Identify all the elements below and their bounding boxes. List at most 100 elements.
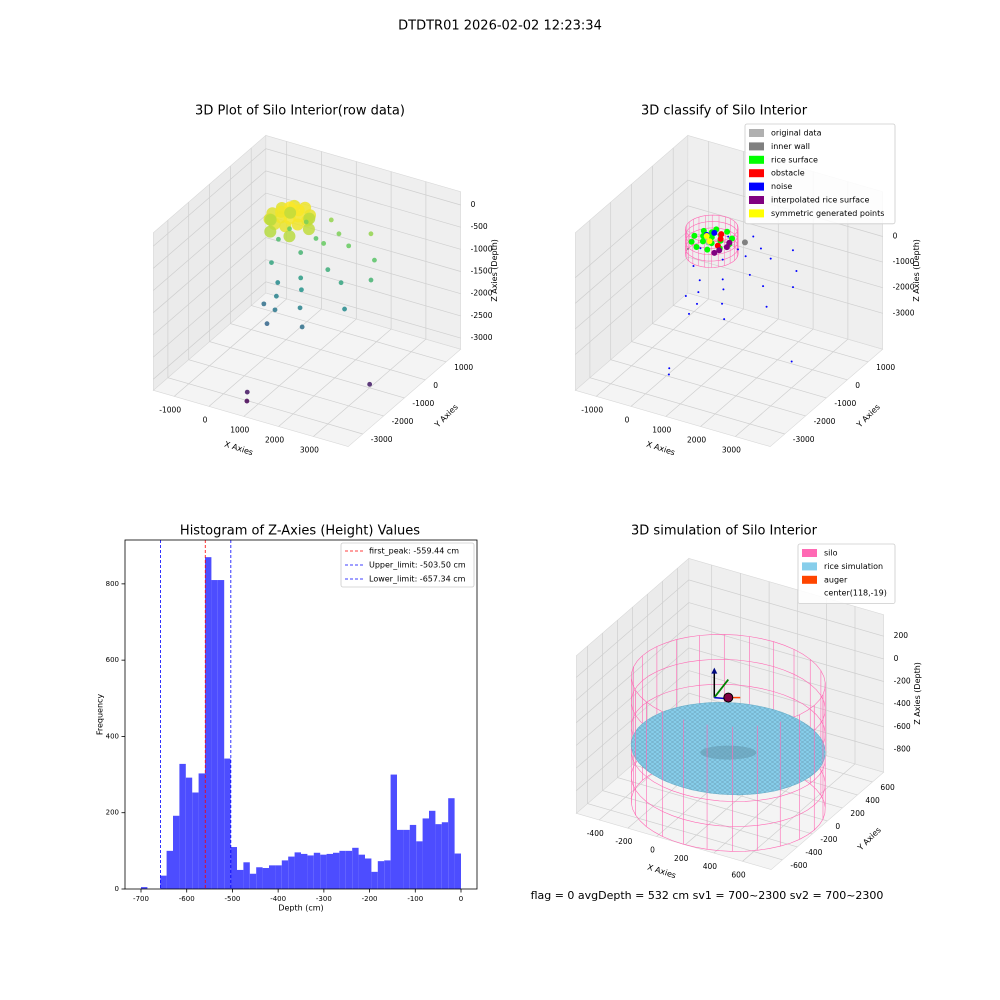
grid-line	[278, 171, 392, 427]
hist-bar	[173, 815, 180, 889]
hist-bar	[243, 862, 250, 889]
hist-bar	[320, 854, 327, 889]
scatter-point	[264, 213, 277, 226]
grid-line	[167, 220, 363, 435]
legend-swatch	[749, 209, 764, 218]
x-tick-label: 1000	[652, 425, 671, 434]
grid-line	[631, 184, 827, 399]
legend-label: rice surface	[771, 155, 818, 164]
z-tick-label: -1000	[471, 244, 493, 253]
hist-bar	[179, 763, 186, 889]
class-point	[699, 247, 702, 250]
scatter-point	[338, 280, 344, 286]
y-tick-label: 0	[433, 381, 438, 390]
hist-bar	[441, 822, 449, 889]
hist-bar	[224, 758, 231, 889]
class-point	[727, 235, 730, 238]
legend-label: interpolated rice surface	[771, 196, 869, 205]
x-tick-label: 2000	[265, 435, 284, 444]
class-point	[692, 264, 695, 267]
axes-frame	[124, 539, 478, 890]
axis-arrow	[713, 679, 729, 699]
grid-line	[153, 281, 461, 380]
legend-label: inner wall	[771, 142, 810, 151]
hist-bar	[435, 824, 442, 889]
grid-line	[575, 205, 883, 304]
scatter-point	[325, 267, 331, 273]
class-point	[718, 231, 725, 238]
scatter-point	[276, 236, 281, 242]
class-point	[721, 302, 724, 305]
hist-bar	[275, 865, 282, 889]
class-point	[695, 302, 698, 305]
scatter-point	[273, 293, 279, 299]
grid-line	[576, 602, 884, 701]
scatter-point	[346, 243, 352, 249]
y-tick-label: 800	[106, 580, 119, 588]
rice-dip	[700, 745, 757, 760]
hist-bar	[333, 852, 340, 889]
x-tick-label: -100	[407, 895, 423, 903]
y-tick-label: 400	[865, 796, 880, 805]
hist-bar	[269, 865, 276, 889]
scatter-point	[367, 381, 373, 387]
legend-label: first_peak: -559.44 cm	[369, 547, 459, 556]
scatter-point	[264, 321, 270, 327]
x-tick-label: -200	[362, 895, 378, 903]
legend-swatch	[749, 129, 764, 137]
class-point	[748, 273, 751, 276]
scatter-point	[342, 306, 347, 312]
hist-bar	[160, 875, 167, 889]
class-point	[688, 238, 695, 245]
y-tick-label: 1000	[876, 363, 895, 372]
scatter-point	[244, 398, 250, 404]
x-tick-label: -500	[224, 895, 240, 903]
figure-title: DTDTR01 2026-02-02 12:23:34	[398, 19, 602, 34]
scatter-point	[297, 305, 303, 311]
legend-label: obstacle	[771, 169, 805, 178]
scatter-point	[269, 260, 274, 266]
class-point	[721, 258, 724, 261]
hist-bar	[211, 580, 218, 889]
grid-line	[576, 647, 884, 746]
hist-bar	[358, 854, 365, 889]
z-tick-label: 0	[893, 231, 898, 240]
grid-line	[576, 670, 884, 769]
legend-swatch	[749, 182, 764, 191]
x-tick-label: -200	[615, 837, 632, 846]
grid-line	[230, 166, 426, 381]
x-tick-label: -1000	[581, 405, 603, 414]
z-axis-label: Z Axies (Depth)	[913, 662, 922, 725]
hist-bar	[454, 853, 461, 889]
grid-line	[576, 624, 884, 723]
scatter-point	[336, 231, 342, 237]
grid-line	[595, 141, 710, 397]
y-tick-label: -2000	[814, 417, 836, 426]
z-tick-label: -1000	[893, 257, 915, 266]
grid-line	[672, 148, 869, 363]
x-tick-label: -300	[316, 895, 332, 903]
class-point	[723, 244, 730, 251]
hist-bar	[339, 850, 346, 889]
scatter-point	[313, 236, 319, 241]
legend-box	[797, 543, 896, 604]
class-point	[711, 229, 718, 236]
x-tick-label: -400	[587, 829, 604, 838]
subplot-title: 3D Plot of Silo Interior(row data)	[195, 104, 405, 119]
z-tick-label: -400	[894, 699, 911, 708]
x-tick-label: 200	[674, 854, 689, 863]
legend-label: auger	[824, 575, 848, 584]
class-point	[759, 247, 762, 250]
scatter-point	[298, 250, 304, 255]
class-point	[691, 232, 698, 239]
y-tick-label: 600	[880, 783, 895, 792]
hist-bar	[416, 841, 423, 889]
hist-bar	[205, 557, 212, 889]
hist-bar	[198, 773, 205, 889]
z-tick-label: -2000	[471, 289, 493, 298]
scatter-point	[303, 219, 309, 225]
y-tick-label: 0	[115, 885, 119, 893]
legend-swatch	[749, 169, 764, 178]
z-tick-label: -500	[471, 222, 488, 231]
legend-label: center(118,-19)	[824, 589, 887, 598]
